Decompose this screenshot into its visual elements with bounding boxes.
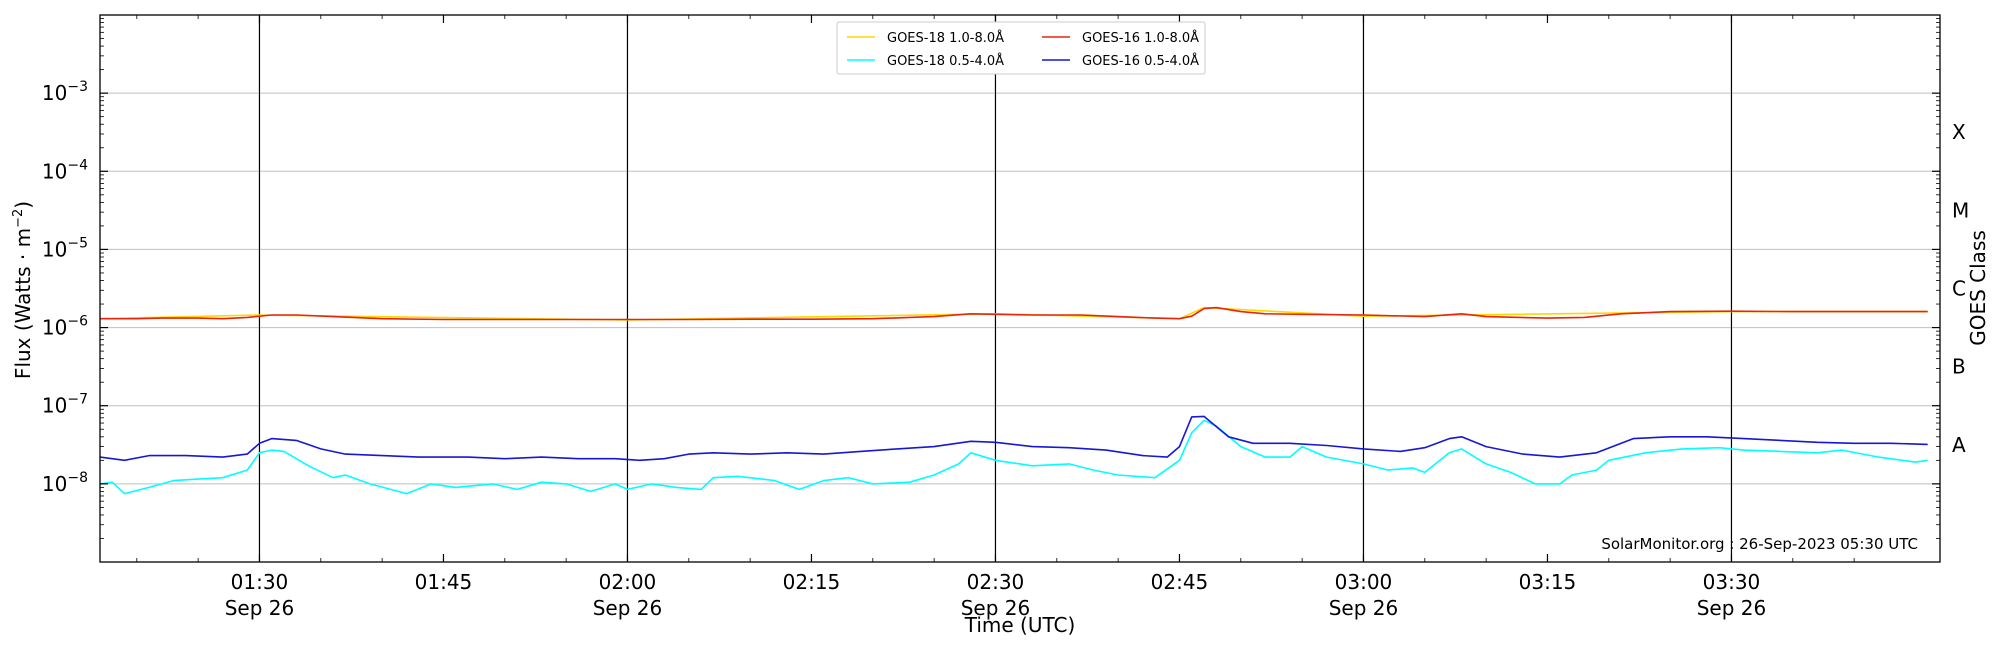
plot-frame (99, 14, 1941, 563)
y-tick-label: 10−8 (42, 470, 88, 496)
x-tick-label: 03:00 (1335, 570, 1393, 594)
x-tick-label: 03:30 (1703, 570, 1761, 594)
x-tick-date-label: Sep 26 (1697, 596, 1767, 620)
x-tick-date-label: Sep 26 (961, 596, 1031, 620)
y-axis-ticks: 10−8 10−7 10−6 10−5 10−4 10−3 (42, 18, 1940, 539)
goes-class-axis-label: GOES Class (1966, 230, 1990, 346)
goes-class-label: B (1952, 355, 1966, 379)
x-tick-label: 02:30 (967, 570, 1025, 594)
x-tick-label: 01:30 (231, 570, 289, 594)
y-tick-label: 10−7 (42, 392, 88, 418)
half-hour-lines (258, 15, 1733, 562)
series-lines (99, 306, 1928, 495)
x-axis-label: Time (UTC) (964, 613, 1076, 637)
x-tick-date-label: Sep 26 (593, 596, 663, 620)
source-annotation: SolarMonitor.org : 26-Sep-2023 05:30 UTC (1601, 535, 1918, 553)
y-tick-label: 10−5 (42, 235, 88, 261)
series-line-3 (99, 419, 1928, 495)
gridlines (100, 92, 1940, 485)
y-tick-label: 10−6 (42, 314, 88, 340)
y-tick-label: 10−4 (42, 157, 88, 183)
x-tick-label: 03:15 (1519, 570, 1577, 594)
legend-label: GOES-16 1.0-8.0Å (1082, 30, 1199, 46)
goes-class-label: C (1952, 277, 1966, 301)
x-tick-label: 02:15 (783, 570, 841, 594)
goes-class-labels: A B C M X (1952, 120, 1969, 457)
legend-label: GOES-18 1.0-8.0Å (887, 30, 1004, 46)
goes-class-label: M (1952, 198, 1969, 222)
x-tick-date-label: Sep 26 (1329, 596, 1399, 620)
goes-class-label: X (1952, 120, 1966, 144)
legend-label: GOES-18 0.5-4.0Å (887, 53, 1004, 69)
series-line-4 (99, 415, 1928, 462)
x-tick-date-label: Sep 26 (225, 596, 295, 620)
legend: GOES-18 1.0-8.0Å GOES-18 0.5-4.0Å GOES-16 … (836, 21, 1206, 75)
y-axis-label: Flux (Watts · m−2) (11, 201, 35, 379)
goes-class-label: A (1952, 433, 1966, 457)
legend-label: GOES-16 0.5-4.0Å (1082, 53, 1199, 69)
series-line-2 (100, 306, 1928, 321)
y-tick-label: 10−3 (42, 79, 88, 105)
x-tick-label: 02:00 (599, 570, 657, 594)
x-tick-label: 02:45 (1151, 570, 1209, 594)
legend-box (836, 21, 1206, 75)
x-tick-label: 01:45 (415, 570, 473, 594)
